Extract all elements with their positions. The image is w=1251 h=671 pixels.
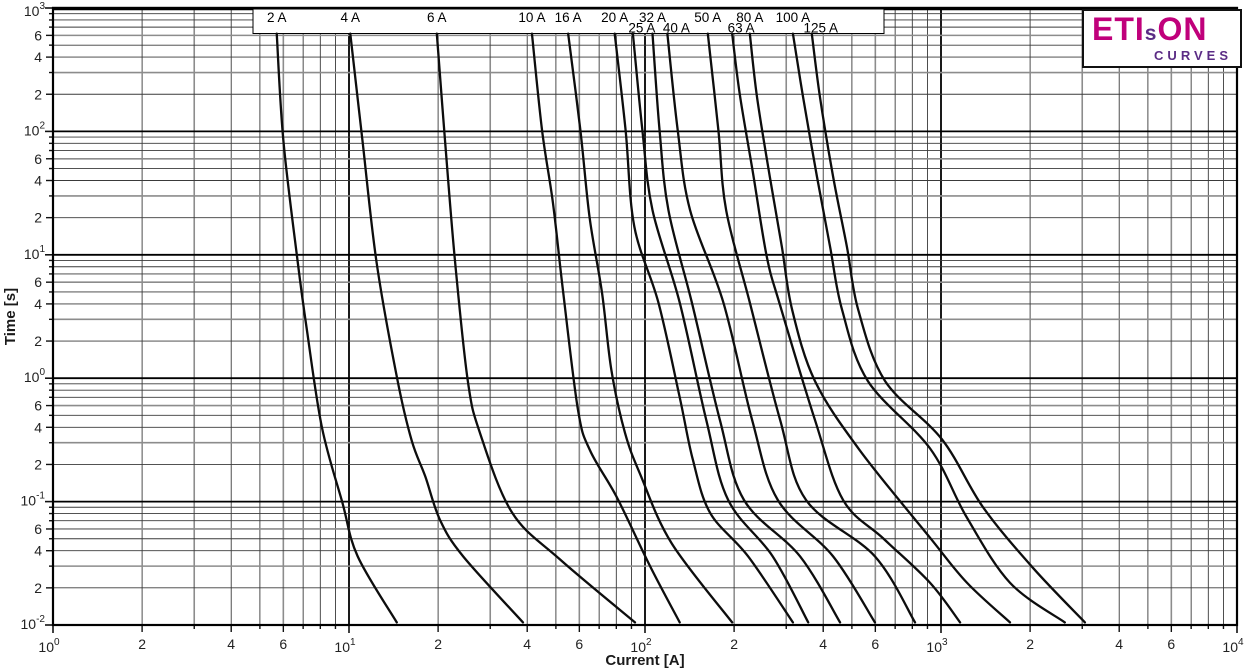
- x-decade-tick-label: 102: [630, 637, 652, 655]
- logo-box: ETIsON CURVES: [1082, 9, 1242, 68]
- x-decade-tick-label: 101: [334, 637, 356, 655]
- y-minor-tick-label: 2: [34, 580, 42, 596]
- curve-80-a: [748, 32, 1012, 624]
- x-decade-tick-label: 104: [1222, 637, 1244, 655]
- logo-s-text: s: [1144, 22, 1158, 45]
- curve-16-a: [566, 32, 734, 624]
- axis-tick-labels: 2 4 6 2 4 6 2 4 6 2 4 6 100 101 102 103 104 2 4 6 2 4 6 2 4 6 2 4 6 2…: [21, 1, 1244, 655]
- y-minor-tick-label: 4: [34, 543, 42, 559]
- x-minor-tick-label: 4: [819, 636, 827, 652]
- x-minor-tick-label: 6: [871, 636, 879, 652]
- curve-2-a: [275, 32, 398, 624]
- x-minor-tick-label: 4: [227, 636, 235, 652]
- y-minor-tick-label: 6: [34, 398, 42, 414]
- y-decade-tick-label: 10-2: [21, 614, 46, 632]
- curve-4-a: [349, 32, 525, 624]
- curve-labels: 2 A 4 A 6 A 10 A 16 A 20 A25 A32 A40 A 50 A 63 …: [267, 10, 838, 36]
- curve-6-a: [435, 32, 637, 624]
- x-minor-tick-label: 2: [138, 636, 146, 652]
- x-decade-tick-label: 100: [38, 637, 60, 655]
- logo-on-text: ON: [1157, 11, 1208, 47]
- curve-50-a: [706, 32, 917, 624]
- curve-label-strip: [252, 8, 885, 34]
- y-minor-tick-label: 4: [34, 296, 42, 312]
- curve-label-10-a: 10 A: [518, 10, 545, 25]
- curve-label-100-a: 100 A: [776, 10, 811, 25]
- y-minor-tick-label: 6: [34, 521, 42, 537]
- curve-label-125-a: 125 A: [804, 21, 839, 36]
- curve-40-a: [666, 32, 877, 624]
- curve-100-a: [791, 32, 1066, 624]
- y-decade-tick-label: 101: [24, 244, 46, 262]
- x-minor-tick-label: 6: [1167, 636, 1175, 652]
- curve-label-20-a: 20 A: [601, 10, 628, 25]
- curve-label-6-a: 6 A: [427, 10, 447, 25]
- curve-10-a: [530, 32, 681, 624]
- axis-ticks: [45, 7, 1238, 633]
- y-minor-tick-label: 4: [34, 419, 42, 435]
- y-minor-tick-label: 6: [34, 27, 42, 43]
- curve-label-40-a: 40 A: [663, 21, 690, 36]
- y-decade-tick-label: 10-1: [21, 491, 46, 509]
- y-minor-tick-label: 4: [34, 173, 42, 189]
- logo-eti-text: ETI: [1092, 11, 1145, 47]
- y-decade-tick-label: 100: [24, 367, 46, 385]
- curve-label-25-a: 25 A: [628, 21, 655, 36]
- x-minor-tick-label: 6: [279, 636, 287, 652]
- x-minor-tick-label: 2: [434, 636, 442, 652]
- curve-25-a: [631, 32, 810, 624]
- x-minor-tick-label: 6: [575, 636, 583, 652]
- curve-63-a: [731, 32, 962, 624]
- y-minor-tick-label: 2: [34, 210, 42, 226]
- curve-label-80-a: 80 A: [736, 10, 763, 25]
- logo-brand-name: ETIsON: [1092, 11, 1232, 49]
- y-minor-tick-label: 6: [34, 274, 42, 290]
- curve-32-a: [651, 32, 842, 624]
- curve-label-16-a: 16 A: [555, 10, 582, 25]
- curve-label-4-a: 4 A: [341, 10, 361, 25]
- x-axis-title: Current [A]: [605, 652, 684, 669]
- y-minor-tick-label: 2: [34, 333, 42, 349]
- y-minor-tick-label: 6: [34, 151, 42, 167]
- curve-125-a: [810, 32, 1087, 624]
- curve-20-a: [613, 32, 795, 624]
- curves: [275, 32, 1087, 624]
- y-minor-tick-label: 4: [34, 49, 42, 65]
- y-minor-tick-label: 2: [34, 86, 42, 102]
- curve-label-2-a: 2 A: [267, 10, 287, 25]
- x-minor-tick-label: 4: [1115, 636, 1123, 652]
- y-decade-tick-label: 102: [24, 120, 46, 138]
- logo-curves-text: CURVES: [1154, 48, 1232, 63]
- y-decade-tick-label: 103: [24, 1, 46, 19]
- x-decade-tick-label: 103: [926, 637, 948, 655]
- x-minor-tick-label: 2: [1026, 636, 1034, 652]
- x-minor-tick-label: 4: [523, 636, 531, 652]
- curve-label-50-a: 50 A: [694, 10, 721, 25]
- y-minor-tick-label: 2: [34, 456, 42, 472]
- curve-label-63-a: 63 A: [728, 21, 755, 36]
- grid-lines: [52, 7, 1238, 626]
- x-minor-tick-label: 2: [730, 636, 738, 652]
- curve-label-32-a: 32 A: [639, 10, 666, 25]
- y-axis-title: Time [s]: [2, 288, 19, 345]
